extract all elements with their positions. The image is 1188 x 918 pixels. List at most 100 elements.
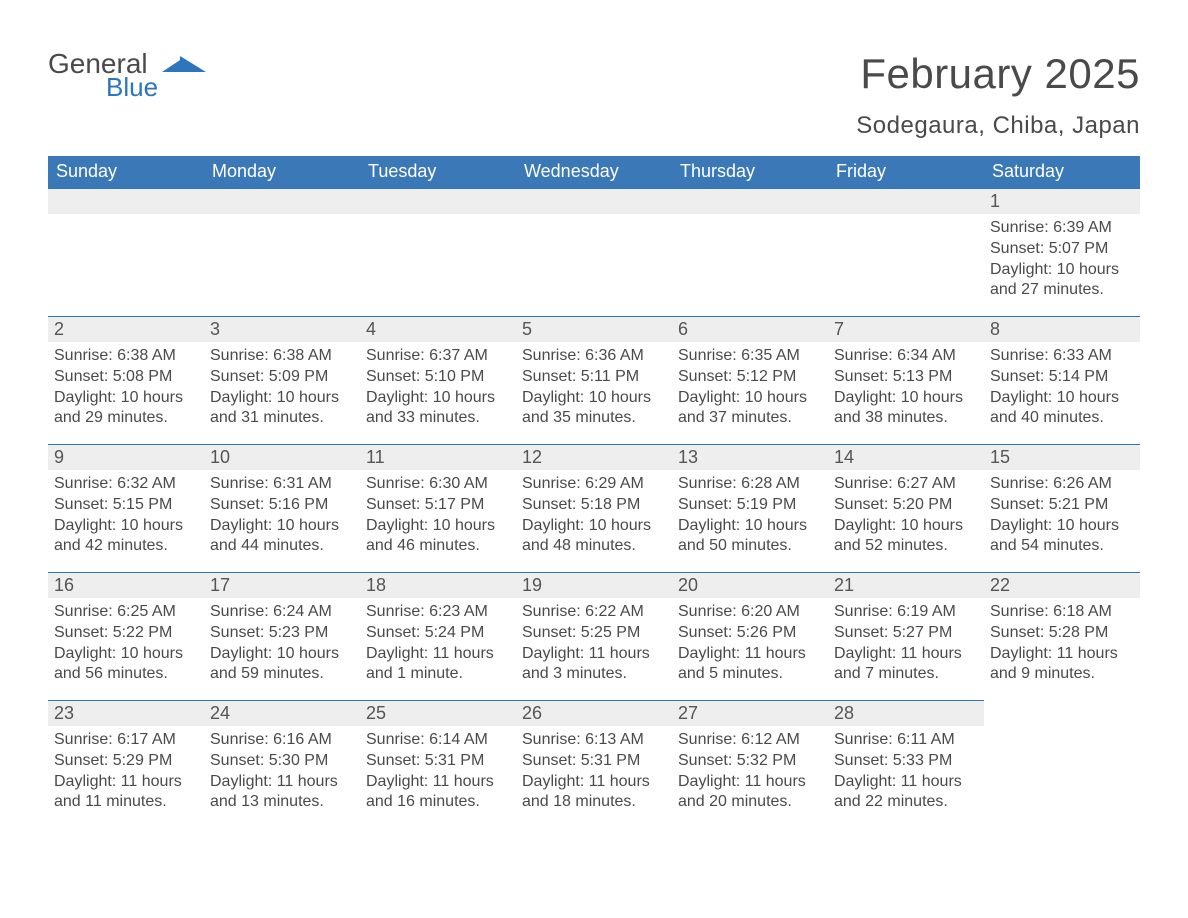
calendar-day: 5Sunrise: 6:36 AMSunset: 5:11 PMDaylight… xyxy=(516,316,672,444)
day-dl2: and 1 minute. xyxy=(366,664,510,685)
day-number xyxy=(360,188,516,214)
day-sunset: Sunset: 5:24 PM xyxy=(366,623,510,644)
day-dl2: and 59 minutes. xyxy=(210,664,354,685)
day-body: Sunrise: 6:17 AMSunset: 5:29 PMDaylight:… xyxy=(48,726,204,819)
day-sunrise: Sunrise: 6:38 AM xyxy=(210,346,354,367)
day-number: 28 xyxy=(828,700,984,726)
day-number: 5 xyxy=(516,316,672,342)
weekday-header-row: SundayMondayTuesdayWednesdayThursdayFrid… xyxy=(48,156,1140,188)
calendar-day: 7Sunrise: 6:34 AMSunset: 5:13 PMDaylight… xyxy=(828,316,984,444)
day-dl2: and 52 minutes. xyxy=(834,536,978,557)
calendar-day: 26Sunrise: 6:13 AMSunset: 5:31 PMDayligh… xyxy=(516,700,672,828)
day-number: 16 xyxy=(48,572,204,598)
day-sunset: Sunset: 5:20 PM xyxy=(834,495,978,516)
day-dl1: Daylight: 11 hours xyxy=(678,644,822,665)
brand-logo: General Blue xyxy=(48,50,210,100)
day-body xyxy=(828,214,984,224)
day-dl1: Daylight: 10 hours xyxy=(990,260,1134,281)
day-number: 17 xyxy=(204,572,360,598)
day-sunset: Sunset: 5:25 PM xyxy=(522,623,666,644)
weekday-header: Thursday xyxy=(672,156,828,188)
day-body: Sunrise: 6:37 AMSunset: 5:10 PMDaylight:… xyxy=(360,342,516,435)
day-dl1: Daylight: 10 hours xyxy=(54,516,198,537)
day-body: Sunrise: 6:23 AMSunset: 5:24 PMDaylight:… xyxy=(360,598,516,691)
weekday-header: Wednesday xyxy=(516,156,672,188)
day-dl1: Daylight: 11 hours xyxy=(210,772,354,793)
calendar-day: 23Sunrise: 6:17 AMSunset: 5:29 PMDayligh… xyxy=(48,700,204,828)
day-body xyxy=(984,725,1140,735)
day-dl2: and 20 minutes. xyxy=(678,792,822,813)
day-number: 13 xyxy=(672,444,828,470)
calendar: SundayMondayTuesdayWednesdayThursdayFrid… xyxy=(48,156,1140,828)
day-sunset: Sunset: 5:13 PM xyxy=(834,367,978,388)
day-number: 12 xyxy=(516,444,672,470)
day-sunrise: Sunrise: 6:32 AM xyxy=(54,474,198,495)
day-body xyxy=(48,214,204,224)
calendar-day: 18Sunrise: 6:23 AMSunset: 5:24 PMDayligh… xyxy=(360,572,516,700)
day-dl2: and 31 minutes. xyxy=(210,408,354,429)
day-sunset: Sunset: 5:23 PM xyxy=(210,623,354,644)
day-dl1: Daylight: 11 hours xyxy=(522,644,666,665)
day-sunset: Sunset: 5:08 PM xyxy=(54,367,198,388)
day-sunset: Sunset: 5:22 PM xyxy=(54,623,198,644)
day-sunset: Sunset: 5:09 PM xyxy=(210,367,354,388)
day-number: 9 xyxy=(48,444,204,470)
day-dl1: Daylight: 10 hours xyxy=(990,388,1134,409)
day-dl2: and 11 minutes. xyxy=(54,792,198,813)
day-sunset: Sunset: 5:07 PM xyxy=(990,239,1134,260)
day-number: 11 xyxy=(360,444,516,470)
day-sunrise: Sunrise: 6:22 AM xyxy=(522,602,666,623)
day-dl1: Daylight: 10 hours xyxy=(366,516,510,537)
day-dl1: Daylight: 11 hours xyxy=(54,772,198,793)
day-sunrise: Sunrise: 6:16 AM xyxy=(210,730,354,751)
brand-name-2: Blue xyxy=(106,74,158,100)
calendar-day xyxy=(828,188,984,316)
day-number: 15 xyxy=(984,444,1140,470)
day-dl2: and 3 minutes. xyxy=(522,664,666,685)
day-body: Sunrise: 6:34 AMSunset: 5:13 PMDaylight:… xyxy=(828,342,984,435)
day-sunrise: Sunrise: 6:26 AM xyxy=(990,474,1134,495)
calendar-day: 22Sunrise: 6:18 AMSunset: 5:28 PMDayligh… xyxy=(984,572,1140,700)
day-dl2: and 5 minutes. xyxy=(678,664,822,685)
day-dl2: and 42 minutes. xyxy=(54,536,198,557)
day-dl1: Daylight: 10 hours xyxy=(210,516,354,537)
day-number: 4 xyxy=(360,316,516,342)
calendar-day: 8Sunrise: 6:33 AMSunset: 5:14 PMDaylight… xyxy=(984,316,1140,444)
day-body: Sunrise: 6:33 AMSunset: 5:14 PMDaylight:… xyxy=(984,342,1140,435)
day-sunset: Sunset: 5:28 PM xyxy=(990,623,1134,644)
day-body: Sunrise: 6:35 AMSunset: 5:12 PMDaylight:… xyxy=(672,342,828,435)
day-sunrise: Sunrise: 6:11 AM xyxy=(834,730,978,751)
calendar-week: 2Sunrise: 6:38 AMSunset: 5:08 PMDaylight… xyxy=(48,316,1140,444)
day-dl1: Daylight: 11 hours xyxy=(834,644,978,665)
calendar-day: 16Sunrise: 6:25 AMSunset: 5:22 PMDayligh… xyxy=(48,572,204,700)
day-dl1: Daylight: 10 hours xyxy=(210,388,354,409)
day-sunrise: Sunrise: 6:23 AM xyxy=(366,602,510,623)
day-dl2: and 27 minutes. xyxy=(990,280,1134,301)
day-dl2: and 16 minutes. xyxy=(366,792,510,813)
day-sunset: Sunset: 5:32 PM xyxy=(678,751,822,772)
day-body: Sunrise: 6:24 AMSunset: 5:23 PMDaylight:… xyxy=(204,598,360,691)
day-body: Sunrise: 6:26 AMSunset: 5:21 PMDaylight:… xyxy=(984,470,1140,563)
day-dl2: and 9 minutes. xyxy=(990,664,1134,685)
day-body: Sunrise: 6:25 AMSunset: 5:22 PMDaylight:… xyxy=(48,598,204,691)
day-dl2: and 54 minutes. xyxy=(990,536,1134,557)
day-sunrise: Sunrise: 6:39 AM xyxy=(990,218,1134,239)
day-number: 2 xyxy=(48,316,204,342)
day-sunset: Sunset: 5:18 PM xyxy=(522,495,666,516)
day-sunrise: Sunrise: 6:24 AM xyxy=(210,602,354,623)
day-dl1: Daylight: 10 hours xyxy=(54,388,198,409)
day-sunset: Sunset: 5:29 PM xyxy=(54,751,198,772)
day-sunrise: Sunrise: 6:27 AM xyxy=(834,474,978,495)
day-dl2: and 33 minutes. xyxy=(366,408,510,429)
calendar-day: 13Sunrise: 6:28 AMSunset: 5:19 PMDayligh… xyxy=(672,444,828,572)
day-sunset: Sunset: 5:30 PM xyxy=(210,751,354,772)
day-sunset: Sunset: 5:31 PM xyxy=(366,751,510,772)
calendar-day: 20Sunrise: 6:20 AMSunset: 5:26 PMDayligh… xyxy=(672,572,828,700)
day-dl2: and 22 minutes. xyxy=(834,792,978,813)
day-sunrise: Sunrise: 6:31 AM xyxy=(210,474,354,495)
calendar-week: 9Sunrise: 6:32 AMSunset: 5:15 PMDaylight… xyxy=(48,444,1140,572)
calendar-day: 12Sunrise: 6:29 AMSunset: 5:18 PMDayligh… xyxy=(516,444,672,572)
day-body: Sunrise: 6:13 AMSunset: 5:31 PMDaylight:… xyxy=(516,726,672,819)
calendar-day xyxy=(48,188,204,316)
day-dl2: and 50 minutes. xyxy=(678,536,822,557)
